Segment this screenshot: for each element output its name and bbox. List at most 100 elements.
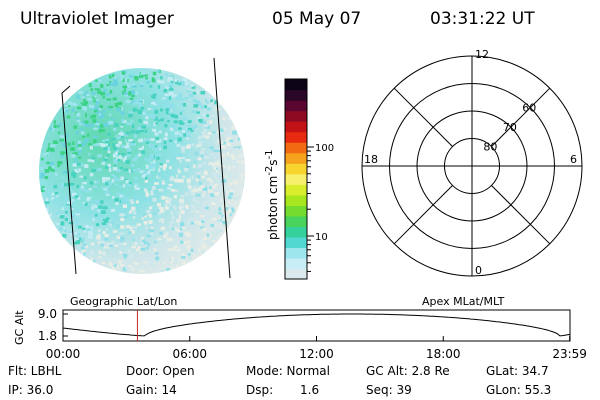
speckle-pixel	[123, 242, 127, 245]
speckle-pixel	[154, 153, 159, 156]
speckle-pixel	[135, 130, 141, 134]
speckle-pixel	[98, 250, 102, 254]
speckle-pixel	[119, 251, 123, 254]
speckle-pixel	[168, 106, 172, 110]
glat-info: GLat: 34.7	[486, 364, 549, 378]
speckle-pixel	[122, 204, 127, 209]
speckle-pixel	[120, 156, 123, 160]
speckle-pixel	[120, 132, 124, 136]
speckle-pixel	[117, 266, 120, 270]
speckle-pixel	[192, 221, 198, 224]
speckle-pixel	[130, 119, 134, 123]
polar-diagonal	[393, 185, 453, 245]
speckle-pixel	[142, 99, 145, 104]
speckle-pixel	[158, 168, 161, 172]
speckle-pixel	[231, 125, 237, 130]
speckle-pixel	[90, 257, 94, 262]
speckle-pixel	[156, 254, 159, 259]
speckle-pixel	[154, 145, 158, 148]
speckle-pixel	[114, 123, 119, 127]
polar-lat-label: 60	[522, 102, 536, 115]
polar-lat-label: 70	[503, 121, 517, 134]
colorbar-cell	[285, 205, 307, 217]
speckle-pixel	[197, 157, 202, 161]
speckle-pixel	[171, 230, 176, 233]
speckle-pixel	[120, 74, 124, 77]
speckle-pixel	[176, 174, 179, 178]
speckle-pixel	[56, 125, 60, 128]
speckle-pixel	[191, 236, 196, 240]
speckle-pixel	[84, 244, 88, 248]
speckle-pixel	[184, 78, 187, 82]
speckle-pixel	[57, 164, 61, 167]
timeline-yticks: 9.0 1.8	[38, 307, 68, 343]
speckle-pixel	[174, 78, 178, 83]
speckle-pixel	[127, 182, 132, 186]
speckle-pixel	[131, 245, 136, 249]
colorbar: 100 10 photon cm-2s-1	[264, 78, 334, 280]
speckle-pixel	[159, 255, 162, 259]
speckle-pixel	[82, 182, 87, 185]
speckle-pixel	[90, 226, 93, 230]
speckle-pixel	[207, 107, 211, 111]
speckle-pixel	[145, 138, 150, 141]
speckle-pixel	[101, 210, 106, 214]
speckle-pixel	[140, 82, 144, 85]
speckle-pixel	[167, 120, 170, 123]
speckle-pixel	[202, 201, 207, 205]
speckle-pixel	[141, 145, 144, 150]
speckle-pixel	[153, 212, 157, 216]
speckle-pixel	[191, 85, 196, 89]
speckle-pixel	[188, 218, 193, 221]
colorbar-ticks: 100 10	[307, 143, 334, 272]
speckle-pixel	[138, 119, 142, 123]
speckle-pixel	[97, 154, 102, 158]
speckle-pixel	[143, 221, 148, 225]
speckle-pixel	[146, 210, 151, 213]
speckle-pixel	[99, 105, 103, 108]
terminator-line-left	[61, 92, 77, 275]
polar-diagonal	[393, 87, 453, 147]
speckle-pixel	[103, 158, 108, 161]
speckle-pixel	[141, 150, 146, 155]
speckle-pixel	[76, 184, 80, 189]
speckle-pixel	[100, 200, 104, 204]
speckle-pixel	[203, 171, 208, 175]
speckle-pixel	[180, 221, 184, 225]
speckle-pixel	[89, 172, 94, 177]
speckle-pixel	[151, 101, 155, 105]
speckle-pixel	[140, 84, 144, 88]
speckle-pixel	[50, 149, 55, 152]
speckle-pixel	[101, 162, 106, 165]
speckle-pixel	[114, 149, 119, 152]
speckle-pixel	[124, 155, 127, 159]
speckle-pixel	[75, 240, 81, 244]
speckle-pixel	[166, 159, 170, 163]
speckle-pixel	[144, 157, 147, 161]
speckle-pixel	[150, 264, 156, 267]
gcalt-info: GC Alt: 2.8 Re	[366, 364, 450, 378]
speckle-pixel	[77, 237, 82, 241]
timeline-xticks: 00:00 06:00 12:00 18:00 23:59	[46, 336, 587, 361]
speckle-pixel	[129, 230, 135, 232]
speckle-pixel	[118, 242, 123, 246]
speckle-pixel	[198, 102, 202, 107]
speckle-pixel	[122, 85, 128, 88]
speckle-pixel	[134, 242, 138, 245]
speckle-pixel	[102, 109, 106, 113]
speckle-pixel	[211, 114, 216, 118]
speckle-pixel	[77, 156, 82, 159]
speckle-pixel	[98, 256, 102, 259]
speckle-pixel	[185, 129, 190, 133]
speckle-pixel	[145, 192, 149, 197]
speckle-pixel	[195, 100, 200, 104]
speckle-pixel	[132, 85, 137, 88]
speckle-pixel	[210, 99, 213, 103]
speckle-pixel	[119, 185, 123, 188]
speckle-pixel	[159, 163, 164, 166]
speckle-pixel	[120, 77, 123, 81]
speckle-pixel	[109, 113, 112, 117]
speckle-pixel	[104, 236, 109, 241]
speckle-pixel	[148, 104, 152, 108]
speckle-pixel	[105, 228, 109, 231]
